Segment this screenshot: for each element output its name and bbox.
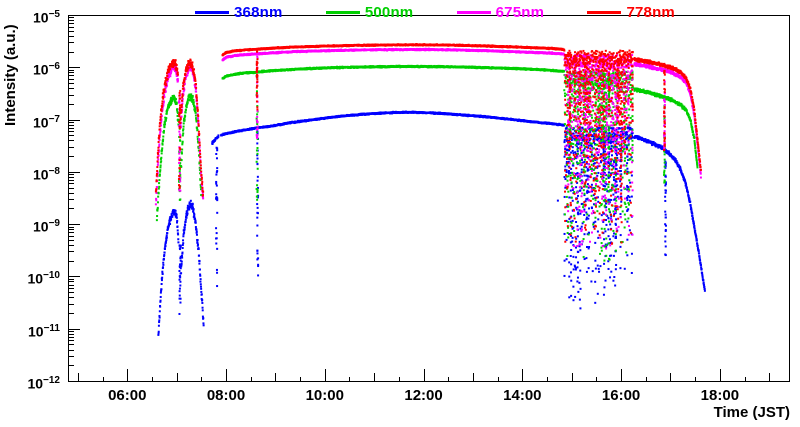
y-tick-label: 10−8: [33, 165, 60, 183]
x-tick-label: 10:00: [305, 387, 344, 404]
x-tick-label: 06:00: [108, 387, 147, 404]
legend: 368nm 500nm 675nm 778nm: [195, 2, 675, 22]
legend-item-675nm: 675nm: [456, 3, 545, 21]
y-tick-label: 10−9: [33, 218, 60, 235]
legend-label: 500nm: [364, 3, 414, 21]
y-tick-label: 10−10: [27, 270, 60, 288]
legend-item-368nm: 368nm: [195, 4, 283, 21]
x-tick-label: 12:00: [404, 387, 443, 404]
legend-label: 675nm: [495, 3, 545, 21]
legend-line-swatch: [325, 10, 360, 14]
y-tick-label: 10−7: [33, 113, 60, 131]
x-tick-label: 14:00: [503, 387, 542, 404]
legend-line-swatch: [456, 10, 491, 14]
y-tick-label: 10−6: [33, 61, 60, 78]
y-tick-label: 10−12: [27, 375, 60, 392]
y-tick-label: 10−5: [33, 9, 60, 26]
legend-item-500nm: 500nm: [325, 3, 414, 21]
legend-line-swatch: [195, 10, 229, 14]
y-tick-label: 10−11: [28, 322, 60, 340]
legend-line-swatch: [587, 10, 622, 14]
legend-label: 368nm: [234, 3, 283, 21]
legend-label: 778nm: [626, 3, 675, 21]
legend-item-778nm: 778nm: [587, 4, 675, 21]
x-tick-label: 18:00: [700, 387, 740, 404]
x-axis-title: Time (JST): [713, 404, 790, 421]
x-tick-label: 08:00: [206, 387, 246, 404]
x-tick-label: 16:00: [601, 387, 641, 404]
